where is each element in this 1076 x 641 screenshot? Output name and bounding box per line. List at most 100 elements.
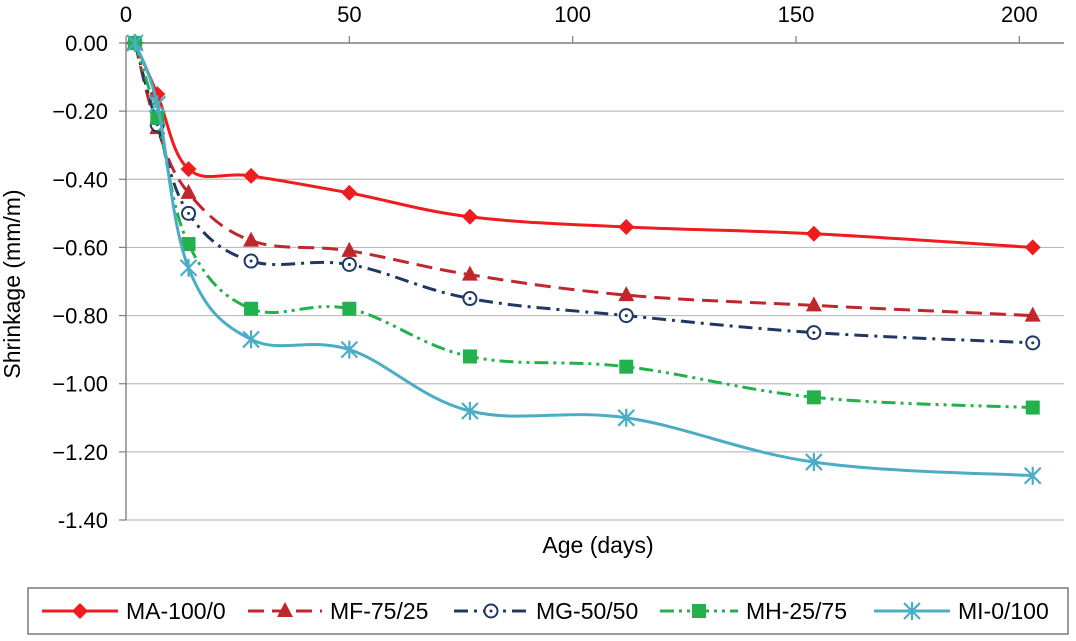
x-tick-label: 50 [337,2,361,27]
square-marker [806,390,821,405]
legend-item-MA-100/0: MA-100/0 [42,598,226,624]
data-point [461,265,478,281]
asterisk-marker [1023,466,1042,485]
y-tick-label: −0.40 [52,167,108,192]
triangle-marker [805,296,822,312]
y-tick-label: −0.20 [52,99,108,124]
data-point [342,301,357,316]
series-line [133,42,1033,478]
circle-marker-dot [624,314,628,318]
data-point [617,408,636,427]
x-tick-label: 0 [120,2,132,27]
data-point [126,34,144,52]
plot-area [126,34,1042,485]
square-marker [1025,400,1040,415]
asterisk-marker [461,401,479,420]
data-point [242,330,260,349]
asterisk-marker [805,453,823,472]
square-marker [462,349,477,364]
circle-marker-dot [187,211,191,215]
asterisk-marker [340,340,359,359]
x-tick-label: 200 [1001,2,1038,27]
y-tick-label: −0.80 [52,304,108,329]
legend-marker [903,602,921,620]
legend-label: MG-50/50 [536,598,638,624]
data-point [462,349,477,364]
legend-label: MF-75/25 [330,598,428,624]
legend-marker [72,603,88,619]
square-marker [244,301,259,316]
y-axis-title: Shrinkage (mm/m) [0,189,25,378]
data-point [341,241,358,257]
y-tick-label: −0.60 [52,235,108,260]
data-point [148,95,167,114]
diamond-marker [72,603,88,619]
legend-marker [483,603,499,619]
y-tick-label: -1.40 [58,508,108,533]
diamond-marker [243,167,260,184]
diamond-marker [618,218,635,235]
data-point [180,161,197,178]
tick-labels: 0.00 −0.20 −0.40 −0.60 −0.80 −1.00 −1.20 -1.40 0… [52,2,1037,533]
data-point [461,401,479,420]
data-point [462,291,478,307]
data-point [243,253,259,269]
diamond-marker [805,225,822,242]
x-axis-title: Age (days) [542,532,653,558]
y-tick-label: −1.00 [52,372,108,397]
data-point [180,183,197,199]
data-point [461,208,478,225]
legend-label: MH-25/75 [746,598,847,624]
series-MG-50/50 [127,35,1041,351]
legend-marker [277,602,293,617]
asterisk-marker [179,258,198,277]
data-point [179,258,198,277]
legend-marker [692,604,706,618]
triangle-marker [1024,306,1041,322]
series-line [133,42,1033,345]
legend-item-MI-0/100: MI-0/100 [874,598,1049,624]
data-point [618,286,635,302]
legend-label: MA-100/0 [126,598,226,624]
data-point [619,359,634,374]
y-tick-label: 0.00 [65,31,108,56]
asterisk-marker [903,602,921,620]
legend-item-MG-50/50: MG-50/50 [454,598,638,624]
legend-item-MH-25/75: MH-25/75 [660,598,847,624]
data-point [243,231,260,247]
data-point [181,205,197,221]
series-line [133,42,1033,249]
diamond-marker [461,208,478,225]
triangle-marker [461,265,478,281]
asterisk-marker [617,408,636,427]
square-marker [619,359,634,374]
data-point [806,325,822,341]
circle-marker-dot [249,259,253,263]
data-point [1025,400,1040,415]
diamond-marker [341,184,358,201]
data-point [243,167,260,184]
x-tick-label: 100 [554,2,591,27]
triangle-marker [277,602,293,617]
data-point [1024,239,1041,256]
legend: MA-100/0 MF-75/25 MG-50/50 MH-25/75 MI-0/100 [27,587,1069,635]
data-point [181,237,196,252]
circle-marker-dot [489,609,493,613]
legend-item-MF-75/25: MF-75/25 [248,598,428,624]
data-point [1025,335,1041,351]
data-point [341,256,357,272]
data-point [340,340,359,359]
data-point [805,225,822,242]
gridlines [126,110,1064,521]
asterisk-marker [148,95,167,114]
square-marker [181,237,196,252]
data-point [618,308,634,324]
diamond-marker [1024,239,1041,256]
data-point [805,453,823,472]
square-marker [342,301,357,316]
series-MA-100/0 [126,35,1041,256]
diamond-marker [180,161,197,178]
circle-marker-dot [347,262,351,266]
